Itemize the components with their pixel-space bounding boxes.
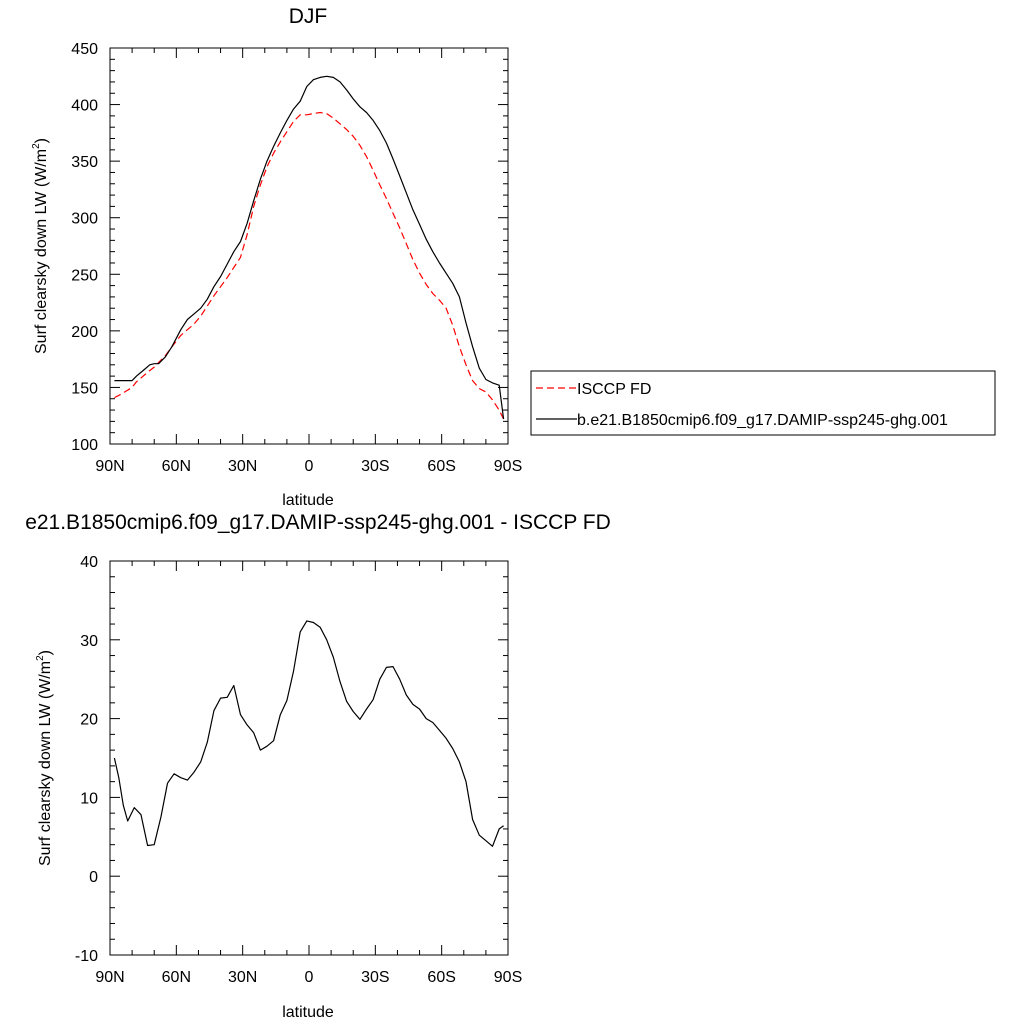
top-plot-frame	[109, 47, 509, 445]
top-y-axis-title-main: Surf clearsky down LW (W/m	[33, 149, 50, 354]
bottom-tick-marks	[109, 560, 509, 956]
top-series-lines	[114, 75, 505, 420]
x-tick-label: 60N	[162, 458, 191, 475]
bottom-x-axis-title: latitude	[282, 1004, 334, 1021]
x-tick-label: 60S	[427, 458, 455, 475]
bottom-series-lines	[113, 620, 504, 847]
legend-label-model: b.e21.B1850cmip6.f09_g17.DAMIP-ssp245-gh…	[577, 412, 948, 429]
y-tick-label: 20	[80, 712, 98, 729]
bottom-chart-title: e21.B1850cmip6.f09_g17.DAMIP-ssp245-ghg.…	[25, 511, 611, 534]
y-tick-label: 100	[71, 437, 98, 454]
top-y-axis-title: Surf clearsky down LW (W/m2)	[31, 138, 50, 354]
legend-box	[530, 370, 996, 436]
y-tick-label: 150	[71, 380, 98, 397]
top-tick-marks	[109, 47, 509, 445]
x-tick-label: 0	[305, 458, 314, 475]
x-tick-label: 30N	[228, 458, 257, 475]
y-tick-label: 30	[80, 633, 98, 650]
x-tick-label: 60N	[162, 969, 191, 986]
top-y-axis-title-sup: 2	[31, 143, 42, 149]
series-line-model	[114, 75, 505, 420]
x-tick-label: 90N	[95, 969, 124, 986]
bottom-y-axis-title-sup: 2	[35, 655, 46, 661]
x-tick-label: 30S	[361, 969, 389, 986]
y-tick-label: 300	[71, 211, 98, 228]
x-tick-label: 90N	[95, 458, 124, 475]
x-tick-label: 30N	[228, 969, 257, 986]
legend-label-isccp: ISCCP FD	[577, 381, 651, 398]
bottom-x-tick-labels: 90N 60N 30N 0 30S 60S 90S	[95, 969, 522, 986]
y-tick-label: -10	[75, 948, 98, 965]
y-tick-label: 200	[71, 324, 98, 341]
y-tick-label: 350	[71, 154, 98, 171]
bottom-y-axis-title-close: )	[37, 650, 54, 655]
x-tick-label: 90S	[494, 969, 522, 986]
bottom-y-tick-labels: -10 0 10 20 30 40	[75, 554, 98, 965]
bottom-panel: e21.B1850cmip6.f09_g17.DAMIP-ssp245-ghg.…	[25, 511, 611, 1021]
y-tick-label: 40	[80, 554, 98, 571]
x-tick-label: 60S	[427, 969, 455, 986]
top-x-axis-title: latitude	[282, 492, 334, 509]
top-x-tick-labels: 90N 60N 30N 0 30S 60S 90S	[95, 458, 522, 475]
legend: ISCCP FD b.e21.B1850cmip6.f09_g17.DAMIP-…	[530, 370, 996, 436]
series-line-isccp-fd	[114, 111, 505, 420]
top-y-axis-title-close: )	[33, 138, 50, 143]
y-tick-label: 400	[71, 98, 98, 115]
y-tick-label: 10	[80, 790, 98, 807]
series-line-difference	[113, 620, 504, 847]
top-y-tick-labels: 100 150 200 250 300 350 400 450	[71, 41, 98, 454]
x-tick-label: 0	[305, 969, 314, 986]
y-tick-label: 250	[71, 267, 98, 284]
bottom-plot-frame	[109, 560, 509, 956]
y-tick-label: 0	[89, 869, 98, 886]
bottom-y-axis-title: Surf clearsky down LW (W/m2)	[35, 650, 54, 866]
y-tick-label: 450	[71, 41, 98, 58]
bottom-y-axis-title-main: Surf clearsky down LW (W/m	[37, 661, 54, 866]
x-tick-label: 30S	[361, 458, 389, 475]
x-tick-label: 90S	[494, 458, 522, 475]
top-panel: DJF 100 150 200 250 300 350 400 450 90N 60N 30N 0 3…	[31, 5, 996, 509]
top-chart-title: DJF	[289, 5, 328, 28]
